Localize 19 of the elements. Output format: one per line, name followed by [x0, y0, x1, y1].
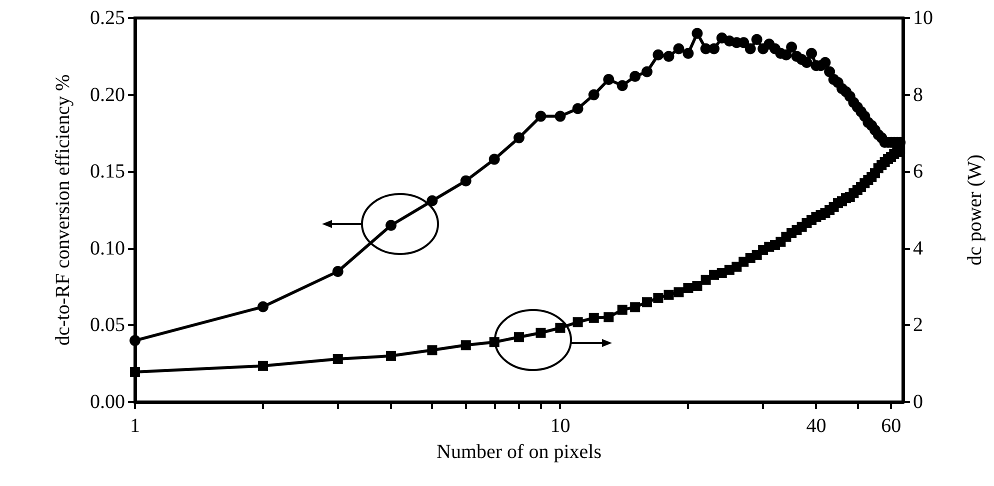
y2-tick-label: 8: [913, 84, 923, 106]
x-axis-title: Number of on pixels: [436, 441, 602, 463]
x-tick-label: 10: [550, 415, 570, 437]
y2-tick-label: 4: [913, 237, 923, 260]
y2-tick-label: 0: [913, 391, 923, 413]
y2-tick-label: 6: [913, 160, 923, 183]
y-tick-label: 0.25: [90, 7, 125, 29]
y2-tick-label: 10: [913, 7, 933, 29]
y-tick-label: 0.00: [90, 391, 125, 413]
x-tick-label: 40: [806, 415, 826, 437]
y-tick-label: 0.10: [90, 237, 125, 260]
y-tick-label: 0.05: [90, 314, 125, 336]
y-tick-label: 0.20: [90, 84, 125, 106]
x-tick-label: 1: [130, 415, 140, 437]
y-axis-title: dc-to-RF conversion efficiency %: [52, 74, 74, 346]
y2-axis-title: dc power (W): [964, 154, 986, 266]
x-tick-label: 60: [881, 415, 902, 437]
y2-tick-label: 2: [913, 314, 923, 336]
y-tick-label: 0.15: [90, 160, 125, 183]
